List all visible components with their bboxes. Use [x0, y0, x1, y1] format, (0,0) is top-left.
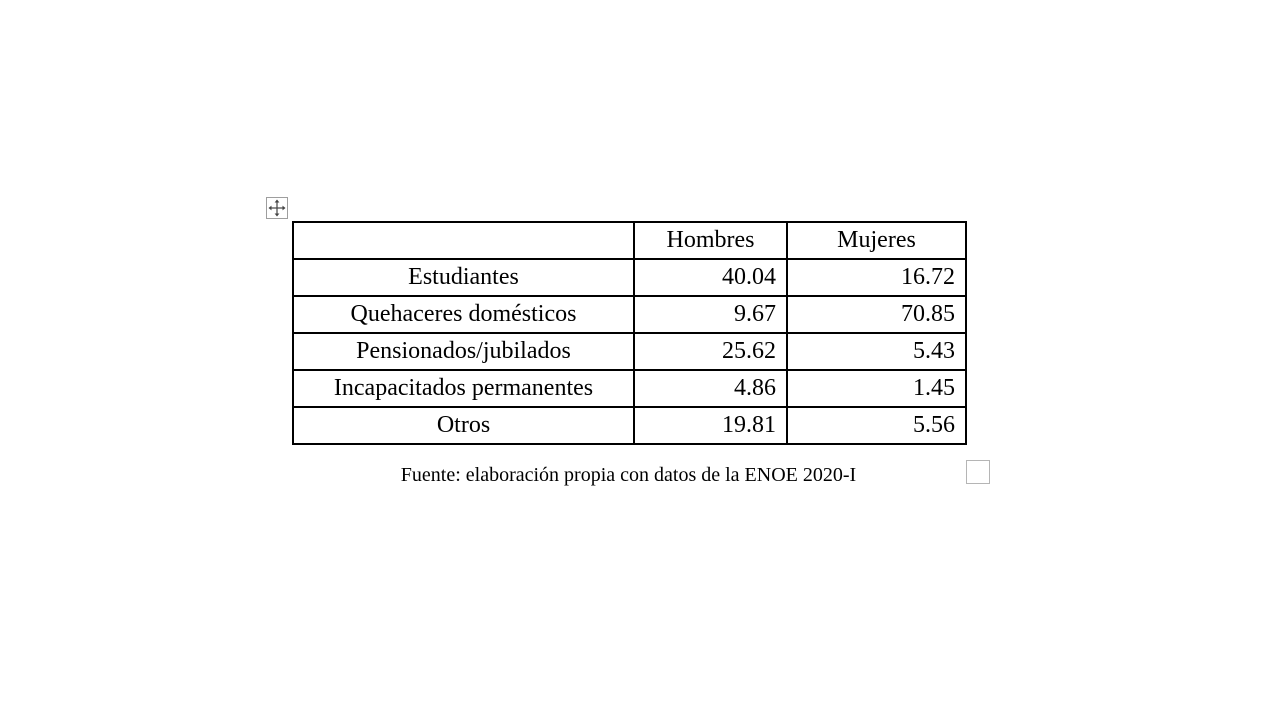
row-label[interactable]: Incapacitados permanentes [292, 369, 635, 408]
table-row: Pensionados/jubilados 25.62 5.43 [292, 332, 967, 371]
table-resize-handle[interactable] [966, 460, 990, 484]
move-arrows-icon [268, 199, 286, 217]
cell-hombres[interactable]: 40.04 [633, 258, 788, 297]
data-table: Hombres Mujeres Estudiantes 40.04 16.72 … [292, 221, 967, 445]
cell-hombres[interactable]: 4.86 [633, 369, 788, 408]
cell-hombres[interactable]: 25.62 [633, 332, 788, 371]
table-row: Estudiantes 40.04 16.72 [292, 258, 967, 297]
cell-mujeres[interactable]: 1.45 [786, 369, 967, 408]
cell-mujeres[interactable]: 70.85 [786, 295, 967, 334]
row-label[interactable]: Estudiantes [292, 258, 635, 297]
cell-hombres[interactable]: 9.67 [633, 295, 788, 334]
row-label[interactable]: Quehaceres domésticos [292, 295, 635, 334]
cell-mujeres[interactable]: 5.43 [786, 332, 967, 371]
table-row: Incapacitados permanentes 4.86 1.45 [292, 369, 967, 408]
header-cell-hombres[interactable]: Hombres [633, 221, 788, 260]
cell-hombres[interactable]: 19.81 [633, 406, 788, 445]
cell-mujeres[interactable]: 5.56 [786, 406, 967, 445]
source-note: Fuente: elaboración propia con datos de … [400, 464, 857, 486]
row-label[interactable]: Pensionados/jubilados [292, 332, 635, 371]
table-row: Quehaceres domésticos 9.67 70.85 [292, 295, 967, 334]
header-cell-mujeres[interactable]: Mujeres [786, 221, 967, 260]
header-cell-empty[interactable] [292, 221, 635, 260]
cell-mujeres[interactable]: 16.72 [786, 258, 967, 297]
row-label[interactable]: Otros [292, 406, 635, 445]
table-header-row: Hombres Mujeres [292, 221, 967, 260]
table-row: Otros 19.81 5.56 [292, 406, 967, 445]
table-move-handle[interactable] [266, 197, 288, 219]
